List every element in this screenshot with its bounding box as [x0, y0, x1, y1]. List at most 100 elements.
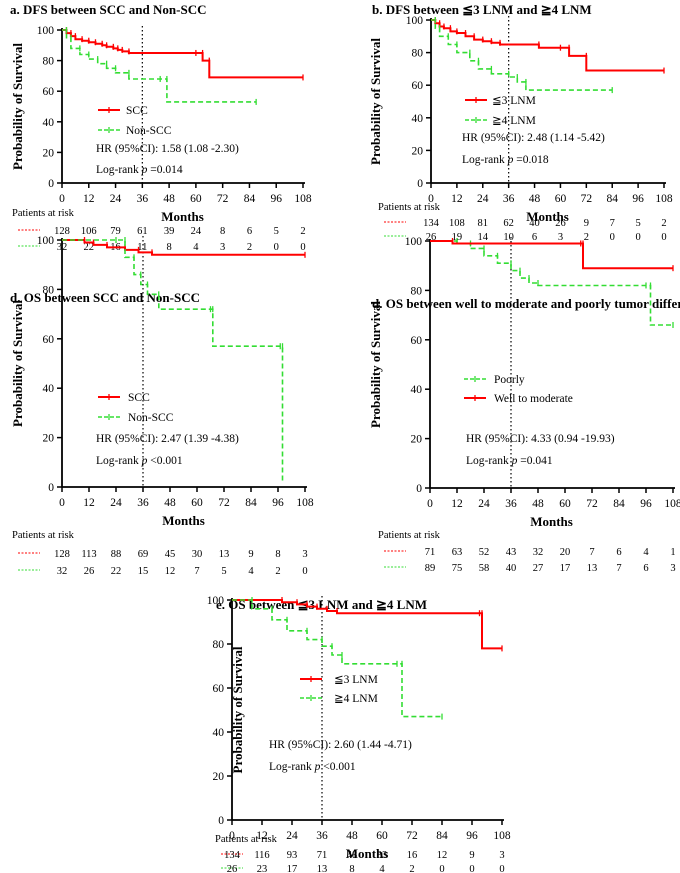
x-tick-label: 72	[581, 193, 593, 205]
risk-count: 32	[57, 566, 68, 577]
logrank-p-value: <0.001	[320, 761, 355, 773]
y-tick-label: 100	[37, 235, 55, 247]
risk-count: 12	[165, 566, 176, 577]
risk-count: 8	[275, 549, 280, 560]
x-tick-label: 108	[294, 193, 312, 205]
y-tick-label: 40	[412, 113, 424, 125]
x-tick-label: 60	[376, 830, 388, 842]
x-tick-label: 72	[586, 498, 598, 510]
risk-count: 3	[558, 232, 563, 243]
x-tick-label: 36	[505, 498, 517, 510]
risk-count: 0	[302, 566, 307, 577]
legend-label: Non-SCC	[128, 412, 174, 424]
risk-count: 113	[81, 549, 96, 560]
risk-count: 2	[300, 226, 305, 237]
panel-title: b. DFS between ≦3 LNM and ≧4 LNM	[372, 2, 592, 17]
panel-title: a. DFS between SCC and Non-SCC	[10, 2, 206, 17]
x-tick-label: 24	[477, 193, 489, 205]
hazard-ratio-text: HR (95%CI): 4.33 (0.94 -19.93)	[466, 433, 615, 445]
y-tick-label: 60	[43, 86, 55, 98]
risk-table-header: Patients at risk	[378, 202, 441, 213]
y-tick-label: 60	[411, 335, 423, 347]
y-tick-label: 80	[412, 48, 424, 60]
x-tick-label: 12	[83, 193, 95, 205]
x-tick-label: 48	[164, 497, 176, 509]
risk-count: 13	[317, 864, 328, 873]
risk-table-header: Patients at risk	[215, 834, 278, 845]
km-curve-non-scc	[62, 239, 284, 483]
y-tick-label: 40	[213, 727, 225, 739]
x-tick-label: 72	[217, 193, 229, 205]
risk-count: 7	[589, 547, 594, 558]
x-tick-label: 84	[244, 193, 256, 205]
logrank-label: Log-rank	[269, 761, 315, 773]
logrank-text: Log-rank p =0.041	[466, 455, 553, 467]
km-panel-4: d. OS between well to moderate and poorl…	[368, 236, 680, 574]
risk-count: 7	[194, 566, 199, 577]
km-panel-1: a. DFS between SCC and Non-SCC 0 20 40 60 80 1…	[10, 2, 312, 253]
y-tick-label: 100	[37, 25, 55, 37]
risk-count: 0	[274, 242, 279, 253]
x-tick-label: 24	[110, 193, 122, 205]
risk-count: 17	[560, 563, 571, 574]
logrank-text: Log-rank p =0.018	[462, 154, 549, 166]
x-tick-label: 36	[316, 830, 328, 842]
legend-label: Well to moderate	[494, 393, 573, 405]
x-tick-label: 72	[218, 497, 230, 509]
risk-count: 89	[425, 563, 436, 574]
x-tick-label: 108	[296, 497, 314, 509]
risk-count: 106	[81, 226, 97, 237]
risk-count: 32	[533, 547, 544, 558]
y-tick-label: 80	[43, 56, 55, 68]
risk-count: 62	[503, 218, 514, 229]
y-tick-label: 80	[43, 284, 55, 296]
legend-label: ≧4 LNM	[492, 115, 536, 127]
risk-count: 8	[220, 226, 225, 237]
risk-count: 4	[193, 242, 199, 253]
x-tick-label: 84	[245, 497, 257, 509]
x-tick-label: 12	[83, 497, 95, 509]
risk-count: 1	[670, 547, 675, 558]
risk-count: 116	[254, 850, 269, 861]
km-curve-scc	[62, 29, 303, 79]
risk-count: 6	[643, 563, 648, 574]
x-tick-label: 48	[346, 830, 358, 842]
y-tick-label: 80	[213, 639, 225, 651]
x-tick-label: 96	[270, 193, 282, 205]
logrank-p-symbol: p	[314, 761, 321, 773]
y-tick-label: 20	[43, 147, 55, 159]
x-axis-label: Months	[161, 209, 204, 224]
risk-count: 9	[584, 218, 589, 229]
y-tick-label: 60	[412, 80, 424, 92]
logrank-label: Log-rank	[96, 164, 142, 176]
logrank-label: Log-rank	[466, 455, 512, 467]
x-tick-label: 24	[478, 498, 490, 510]
risk-count: 30	[192, 549, 203, 560]
hazard-ratio-text: HR (95%CI): 1.58 (1.08 -2.30)	[96, 143, 239, 155]
x-tick-label: 108	[664, 498, 680, 510]
x-axis-label: Months	[162, 513, 205, 528]
x-tick-label: 96	[466, 830, 478, 842]
x-tick-label: 60	[559, 498, 571, 510]
y-axis-label: Probability of Survival	[368, 38, 383, 165]
x-tick-label: 0	[229, 830, 235, 842]
risk-count: 39	[164, 226, 175, 237]
risk-count: 128	[54, 549, 70, 560]
risk-count: 11	[137, 242, 147, 253]
km-panel-5: e. OS between ≦3 LNM and ≧4 LNM020406080…	[207, 595, 511, 873]
risk-count: 9	[469, 850, 474, 861]
risk-count: 26	[555, 218, 566, 229]
risk-count: 0	[635, 232, 640, 243]
y-tick-label: 0	[48, 482, 54, 494]
risk-count: 2	[247, 242, 252, 253]
y-tick-label: 60	[213, 683, 225, 695]
logrank-p-value: <0.001	[147, 455, 182, 467]
y-tick-label: 0	[417, 178, 423, 190]
y-tick-label: 40	[43, 117, 55, 129]
logrank-p-symbol: p	[507, 154, 514, 166]
x-tick-label: 36	[137, 193, 149, 205]
logrank-p-value: =0.014	[147, 164, 182, 176]
risk-count: 9	[248, 549, 253, 560]
y-axis-label: Probability of Survival	[10, 43, 25, 170]
x-tick-label: 60	[190, 193, 202, 205]
